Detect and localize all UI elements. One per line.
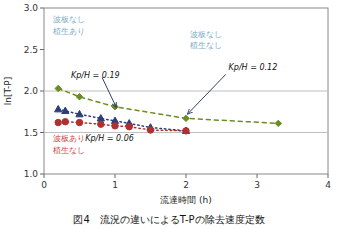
x-tick: [186, 174, 187, 178]
y-tick: [40, 8, 44, 9]
annotation: Kp/H = 0.12: [229, 63, 278, 72]
annotation: Kp/H = 0.06: [85, 134, 134, 143]
annotation-arrow: [187, 74, 225, 114]
y-tick-label: 1.5: [24, 128, 38, 138]
annotation: 植生なし: [53, 146, 85, 155]
y-tick-label: 2.5: [24, 45, 38, 55]
x-tick: [257, 174, 258, 178]
annotation-arrow: [102, 78, 116, 108]
series-line: [58, 89, 278, 124]
plot-frame: [44, 8, 328, 174]
point: [55, 119, 61, 125]
point: [76, 119, 82, 125]
series-line: [58, 109, 186, 131]
point: [62, 107, 69, 113]
x-tick-label: 0: [41, 180, 47, 190]
annotation: 波板なし: [53, 15, 85, 24]
y-tick: [40, 174, 44, 175]
point: [97, 115, 104, 121]
y-tick-label: 1.0: [24, 169, 39, 179]
x-tick-label: 2: [183, 180, 189, 190]
y-axis-label: ln[T-P]: [3, 77, 13, 106]
point: [147, 127, 153, 133]
annotation: Kp/H = 0.19: [71, 71, 120, 80]
point: [126, 123, 132, 129]
point: [275, 120, 281, 126]
x-tick: [328, 174, 329, 178]
series-group: [55, 85, 282, 134]
y-tick-label: 3.0: [24, 3, 39, 13]
y-tick-label: 2.0: [24, 86, 39, 96]
y-tick: [40, 91, 44, 92]
annotation: 波板あり: [53, 134, 85, 143]
point: [112, 123, 118, 129]
x-tick-label: 4: [325, 180, 331, 190]
y-tick: [40, 49, 44, 50]
annotation: 波板なし: [190, 30, 222, 39]
point: [62, 119, 68, 125]
point: [76, 94, 82, 100]
y-tick: [40, 132, 44, 133]
x-tick-label: 1: [112, 180, 118, 190]
point: [182, 127, 189, 133]
reference-line: [44, 91, 328, 92]
x-tick: [115, 174, 116, 178]
chart-title: 図4 流況の違いによるT-Pの除去速度定数: [73, 214, 264, 225]
point: [76, 110, 83, 116]
annotation: 植生なし: [190, 41, 222, 50]
point: [55, 105, 62, 111]
chart: 012341.01.52.02.53.0波板なし植生あり波板なし植生なし波板あり…: [0, 0, 338, 229]
annotation: 植生あり: [53, 27, 85, 36]
point: [98, 121, 104, 127]
point: [183, 115, 189, 121]
point: [55, 85, 61, 91]
x-axis-label: 流達時間 (h): [160, 195, 212, 205]
x-tick-label: 3: [254, 180, 260, 190]
point: [183, 128, 189, 134]
x-tick: [44, 174, 45, 178]
